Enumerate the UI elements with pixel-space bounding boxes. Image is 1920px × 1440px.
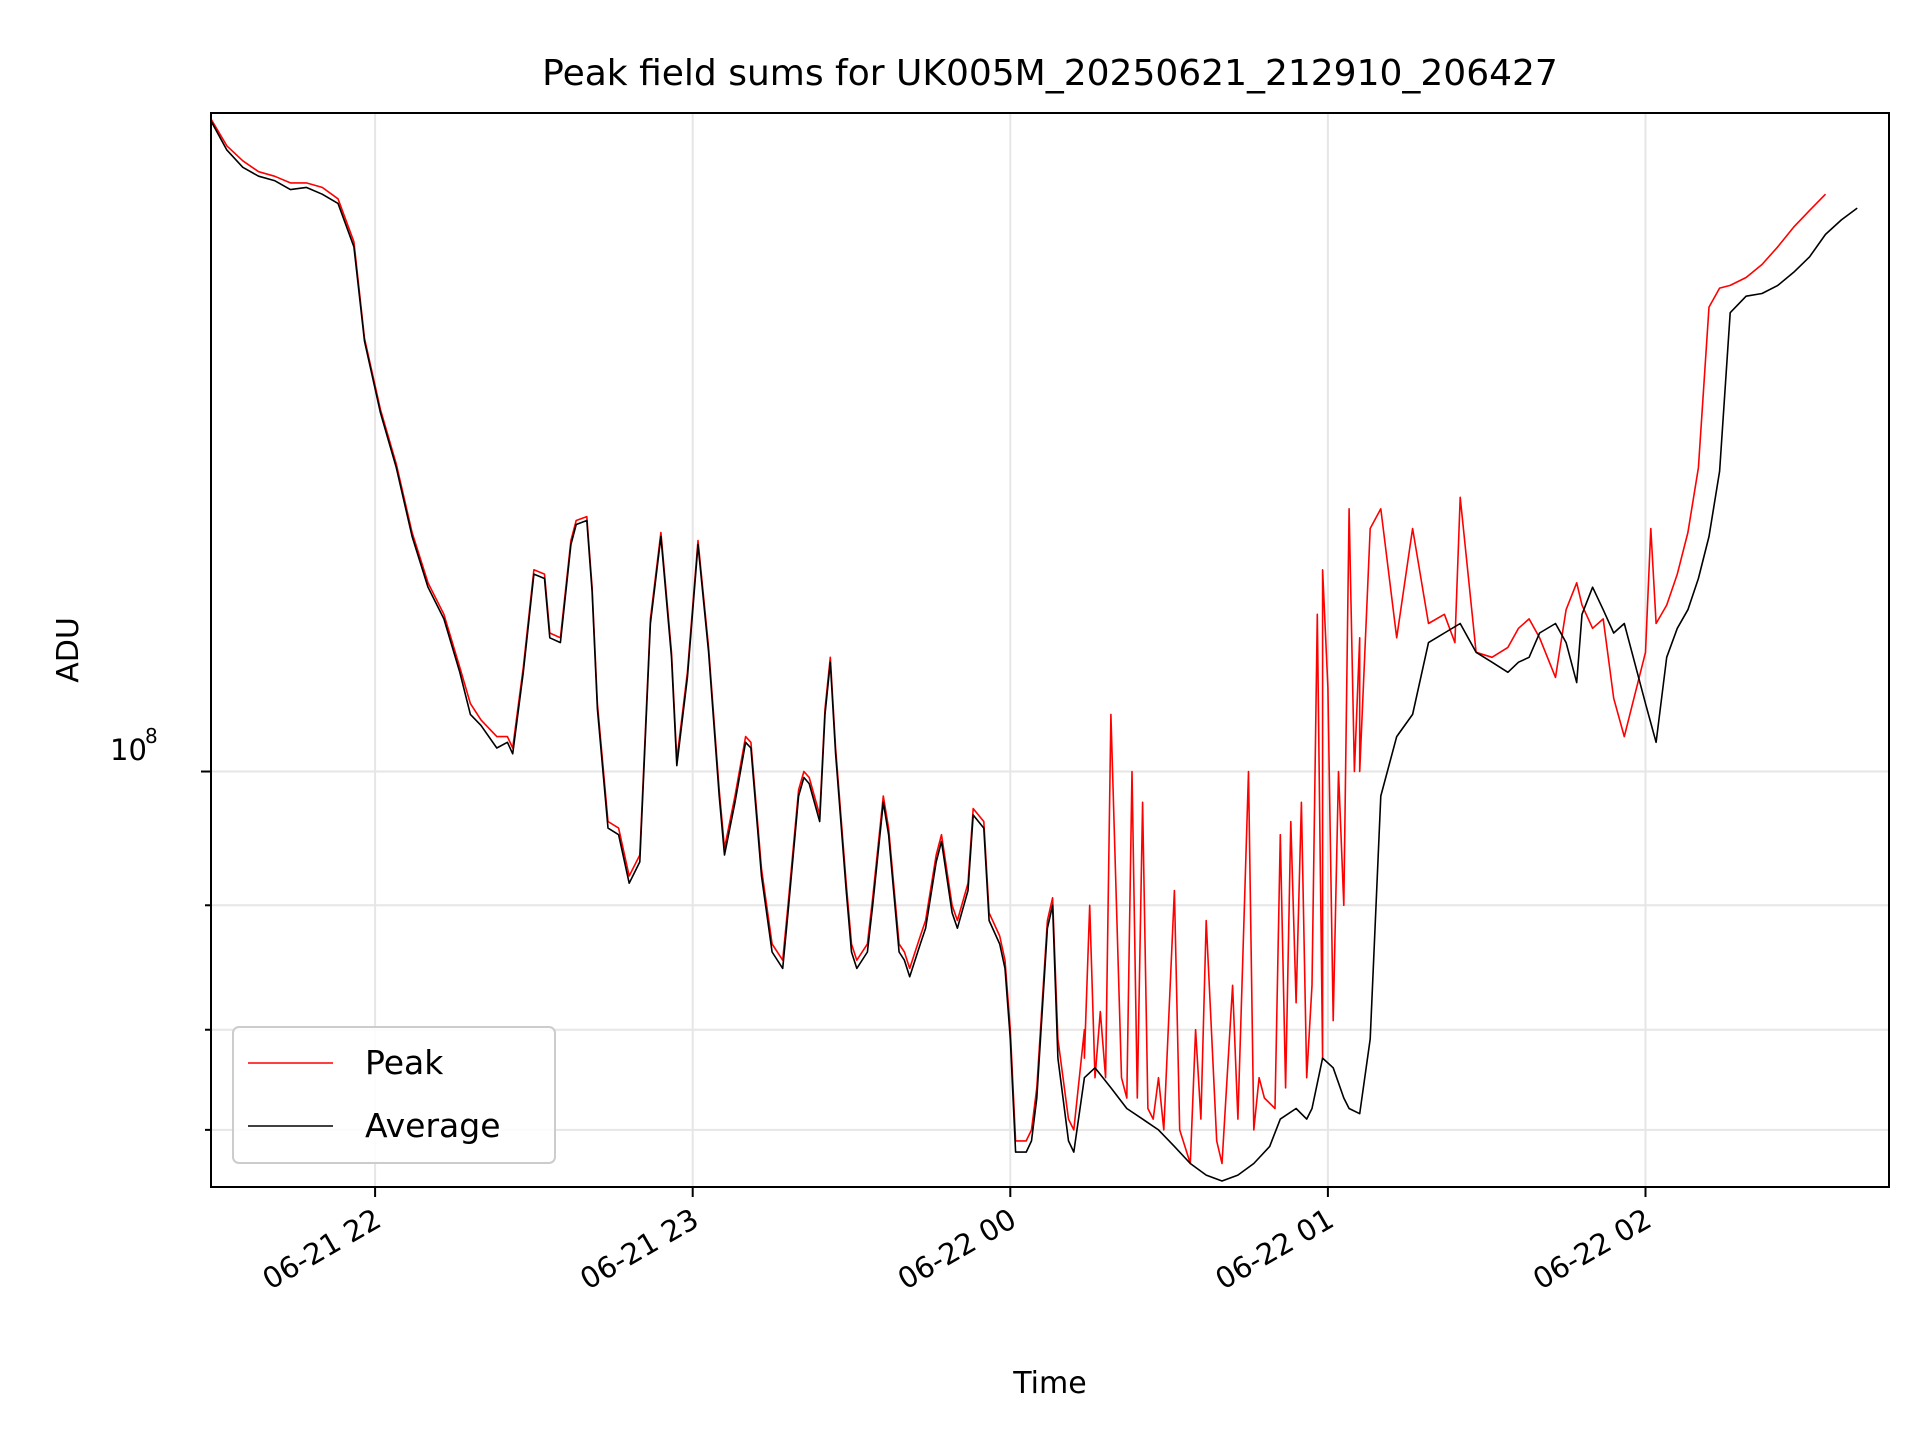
x-tick-label: 06-22 02 <box>1527 1202 1657 1297</box>
x-tick-label: 06-21 23 <box>574 1202 704 1297</box>
y-tick-label-base: 10 <box>110 733 147 767</box>
x-axis-title: Time <box>1012 1366 1086 1401</box>
y-axis-ticks: 10 8 <box>110 724 211 1131</box>
peak-series-line <box>211 118 1827 1165</box>
y-tick-label-exponent: 8 <box>145 724 158 748</box>
grid-lines <box>211 113 1889 1187</box>
average-series-line <box>211 120 1858 1182</box>
x-tick-label: 06-21 22 <box>257 1202 387 1297</box>
plot-frame <box>210 112 1890 1188</box>
legend-box <box>232 1026 556 1164</box>
chart-title: Peak field sums for UK005M_20250621_2129… <box>542 53 1558 94</box>
legend-average-label: Average <box>365 1106 501 1145</box>
x-tick-label: 06-22 01 <box>1209 1202 1339 1297</box>
y-axis-title: ADU <box>51 617 86 683</box>
series-lines <box>211 118 1858 1182</box>
legend: Peak Average <box>232 1026 556 1164</box>
x-tick-label: 06-22 00 <box>892 1202 1022 1297</box>
x-axis-ticks: 06-21 22 06-21 23 06-22 00 06-22 01 06-22 02 <box>257 1187 1657 1296</box>
legend-peak-label: Peak <box>365 1043 444 1082</box>
